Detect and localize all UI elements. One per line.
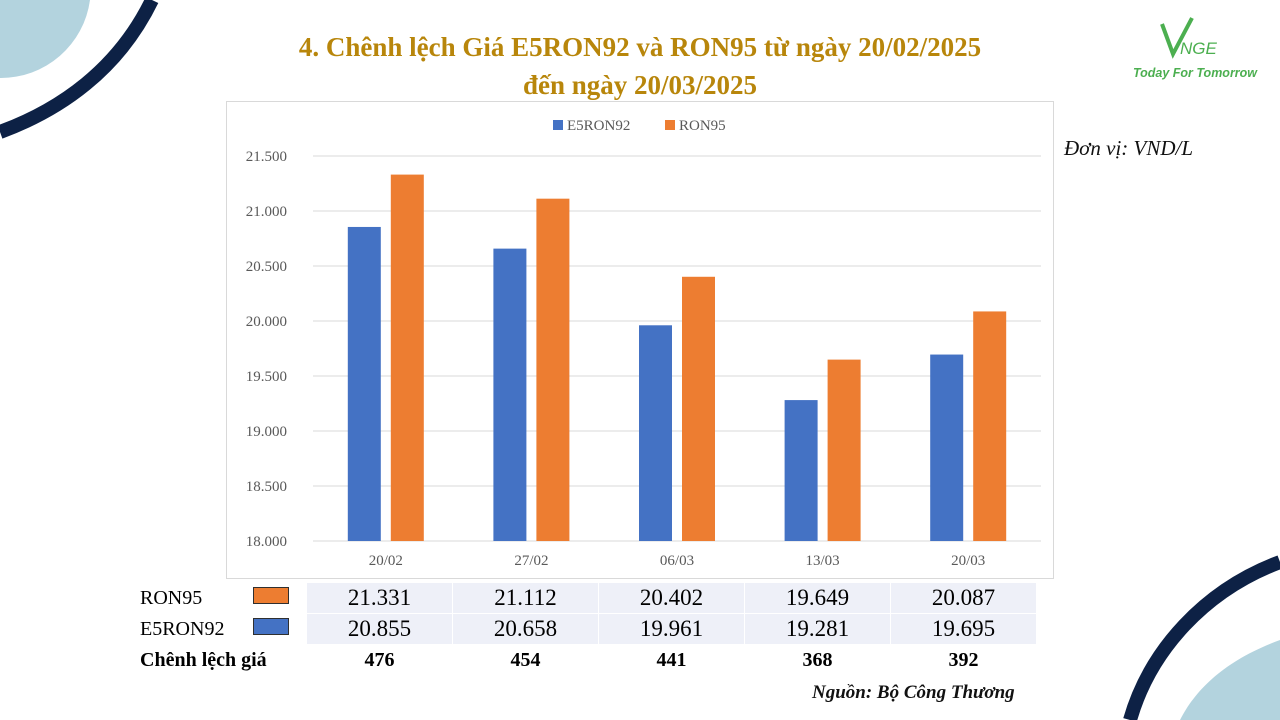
y-axis-tick-labels: 18.000 18.500 19.000 19.500 20.000 20.500 21.0… [246,149,287,550]
svg-text:NGE: NGE [1180,39,1218,58]
legend-label-ron95: RON95 [679,118,726,134]
bar-ron95-20-02 [390,174,424,541]
logo-tagline: Today For Tomorrow [1132,66,1258,80]
data-table: RON95 21.331 21.112 20.402 19.649 20.087… [137,582,1037,676]
y-tick-label: 18.500 [246,479,287,495]
y-tick-label: 20.000 [246,314,287,330]
table-row-price-difference: Chênh lệch giá 476 454 441 368 392 [137,644,1037,676]
y-tick-label: 20.500 [246,259,287,275]
y-tick-label: 19.500 [246,369,287,385]
x-tick-label: 20/02 [369,553,403,569]
title-line-1: 4. Chênh lệch Giá E5RON92 và RON95 từ ng… [298,32,982,62]
bottom-right-lightblue-arc [1180,640,1280,720]
bar-e5ron92-27-02 [493,248,527,541]
table-row-ron95: RON95 21.331 21.112 20.402 19.649 20.087 [137,582,1037,614]
row-label: RON95 [137,582,307,614]
table-cell: 368 [744,644,891,676]
bar-e5ron92-20-02 [347,226,381,541]
table-row-e5ron92: E5RON92 20.855 20.658 19.961 19.281 19.6… [137,613,1037,645]
source-note: Nguồn: Bộ Công Thương [812,682,1015,703]
bar-ron95-13-03 [827,359,861,541]
table-cell: 20.658 [452,613,599,645]
bar-chart: 18.000 18.500 19.000 19.500 20.000 20.500 21.0… [226,101,1054,579]
vnge-logo: NGE Today For Tomorrow [1120,14,1270,86]
table-cell: 476 [306,644,453,676]
x-axis-tick-labels: 20/02 27/02 06/03 13/03 20/03 [369,553,986,569]
bar-e5ron92-20-03 [930,354,964,541]
e5ron92-swatch [253,618,289,635]
y-tick-label: 18.000 [246,534,287,550]
x-tick-label: 06/03 [660,553,694,569]
row-label: E5RON92 [137,613,307,645]
legend-swatch-ron95 [665,120,675,130]
bottom-right-navy-arc [1123,555,1280,720]
bar-ron95-27-02 [536,198,570,541]
table-cell: 21.331 [306,582,453,614]
ron95-swatch [253,587,289,604]
table-cell: 19.649 [744,582,891,614]
legend-swatch-e5ron92 [553,120,563,130]
table-cell: 20.087 [890,582,1037,614]
legend: E5RON92 RON95 [553,118,726,134]
x-tick-label: 20/03 [951,553,985,569]
y-tick-label: 21.500 [246,149,287,165]
x-tick-label: 27/02 [514,553,548,569]
bars [347,174,1007,541]
slide-title: 4. Chênh lệch Giá E5RON92 và RON95 từ ng… [160,28,1120,104]
bar-e5ron92-13-03 [784,400,818,541]
table-cell: 441 [598,644,745,676]
bar-e5ron92-06-03 [639,325,672,541]
x-tick-label: 13/03 [806,553,840,569]
gridlines [313,155,1041,542]
table-cell: 392 [890,644,1037,676]
table-cell: 19.281 [744,613,891,645]
table-cell: 21.112 [452,582,599,614]
table-cell: 19.695 [890,613,1037,645]
bar-ron95-20-03 [973,311,1007,541]
top-left-navy-arc [0,0,159,139]
row-label: Chênh lệch giá [137,644,307,676]
y-tick-label: 19.000 [246,424,287,440]
y-tick-label: 21.000 [246,204,287,220]
title-line-2: đến ngày 20/03/2025 [522,70,758,100]
table-cell: 454 [452,644,599,676]
table-cell: 19.961 [598,613,745,645]
top-left-lightblue-arc [0,0,90,79]
table-cell: 20.855 [306,613,453,645]
vnge-logo-mark: NGE [1160,17,1218,59]
bar-chart-svg: 18.000 18.500 19.000 19.500 20.000 20.500 21.0… [246,118,1041,569]
legend-label-e5ron92: E5RON92 [567,118,630,134]
table-cell: 20.402 [598,582,745,614]
bar-ron95-06-03 [682,276,715,541]
unit-note: Đơn vị: VND/L [1064,136,1194,160]
